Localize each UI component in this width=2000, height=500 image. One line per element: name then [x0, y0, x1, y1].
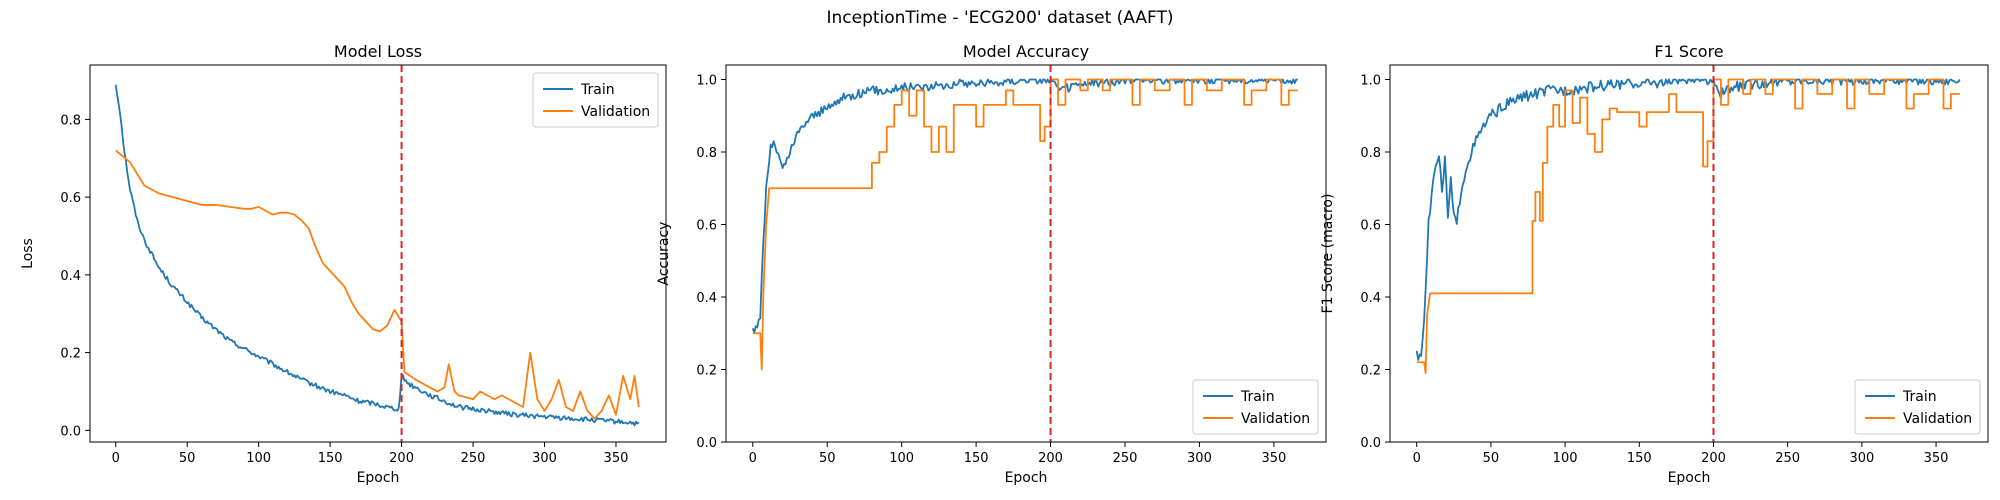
x-tick-label: 50	[819, 451, 836, 466]
y-tick-label: 0.0	[1360, 436, 1381, 451]
x-tick-label: 150	[964, 451, 989, 466]
y-tick-label: 1.0	[1360, 74, 1381, 89]
y-tick-label: 0.2	[696, 364, 717, 379]
x-tick-label: 350	[1924, 451, 1949, 466]
x-tick-label: 350	[604, 451, 629, 466]
legend-label-train: Train	[1240, 389, 1275, 405]
x-tick-label: 50	[179, 451, 196, 466]
series-line-validation	[1416, 78, 1960, 375]
legend-label-train: Train	[580, 82, 615, 98]
y-tick-label: 0.0	[60, 424, 81, 439]
legend-label-validation: Validation	[581, 104, 650, 120]
series-line-validation	[752, 78, 1298, 371]
chart-panel-1: Model Loss 0 50 100 150 200 250 300 350 0.0 0.2 0.4…	[20, 42, 667, 486]
x-axis-label: Epoch	[1668, 470, 1711, 486]
y-tick-label: 0.6	[60, 191, 81, 206]
legend-label-train: Train	[1902, 389, 1937, 405]
plot-frame	[89, 64, 667, 443]
x-tick-label: 150	[318, 451, 343, 466]
legend-box	[532, 72, 659, 128]
x-tick-label: 250	[1775, 451, 1800, 466]
y-axis-label: F1 Score (macro)	[1320, 194, 1336, 314]
y-tick-label: 0.8	[60, 113, 81, 128]
y-tick-label: 0.4	[696, 291, 717, 306]
x-tick-label: 300	[1187, 451, 1212, 466]
chart-title: Model Loss	[334, 42, 422, 61]
y-tick-label: 0.2	[1360, 364, 1381, 379]
x-tick-label: 100	[1553, 451, 1578, 466]
y-tick-label: 0.6	[696, 219, 717, 234]
y-tick-label: 0.0	[696, 436, 717, 451]
legend-label-validation: Validation	[1241, 411, 1310, 427]
y-axis-label: Loss	[20, 238, 36, 269]
chart-panel-3: F1 Score 0 50 100 150 200 250 300 350 0.0 0.2 0.4 0.…	[1320, 42, 1989, 486]
legend-label-validation: Validation	[1903, 411, 1972, 427]
y-tick-label: 0.4	[60, 269, 81, 284]
plot-frame	[725, 64, 1327, 443]
x-tick-label: 250	[1113, 451, 1138, 466]
series-line-train	[114, 84, 640, 427]
x-tick-label: 250	[461, 451, 486, 466]
legend-box	[1192, 379, 1319, 435]
y-axis-label: Accuracy	[656, 222, 672, 286]
x-tick-label: 0	[1413, 451, 1421, 466]
y-tick-label: 0.4	[1360, 291, 1381, 306]
chart-title: Model Accuracy	[963, 42, 1089, 61]
x-tick-label: 50	[1483, 451, 1500, 466]
x-axis-label: Epoch	[1005, 470, 1048, 486]
x-tick-label: 100	[889, 451, 914, 466]
plot-frame	[1389, 64, 1989, 443]
series-line-train	[751, 78, 1298, 334]
x-tick-label: 300	[1849, 451, 1874, 466]
x-tick-label: 0	[112, 451, 120, 466]
x-tick-label: 200	[1701, 451, 1726, 466]
figure-title: InceptionTime - 'ECG200' dataset (AAFT)	[826, 8, 1174, 28]
chart-panel-2: Model Accuracy 0 50 100 150 200 250 300 350 0.0 0.…	[656, 42, 1327, 486]
y-tick-label: 0.8	[1360, 146, 1381, 161]
series-line-validation	[115, 149, 640, 420]
x-tick-label: 0	[749, 451, 757, 466]
chart-title: F1 Score	[1654, 42, 1723, 61]
y-tick-label: 0.8	[696, 146, 717, 161]
x-tick-label: 100	[246, 451, 271, 466]
x-tick-label: 200	[1038, 451, 1063, 466]
series-line-train	[1415, 78, 1961, 361]
y-tick-label: 0.2	[60, 347, 81, 362]
x-tick-label: 350	[1261, 451, 1286, 466]
y-tick-label: 1.0	[696, 74, 717, 89]
x-tick-label: 150	[1627, 451, 1652, 466]
x-tick-label: 200	[389, 451, 414, 466]
x-tick-label: 300	[532, 451, 557, 466]
y-tick-label: 0.6	[1360, 219, 1381, 234]
legend-box	[1854, 379, 1981, 435]
x-axis-label: Epoch	[357, 470, 400, 486]
